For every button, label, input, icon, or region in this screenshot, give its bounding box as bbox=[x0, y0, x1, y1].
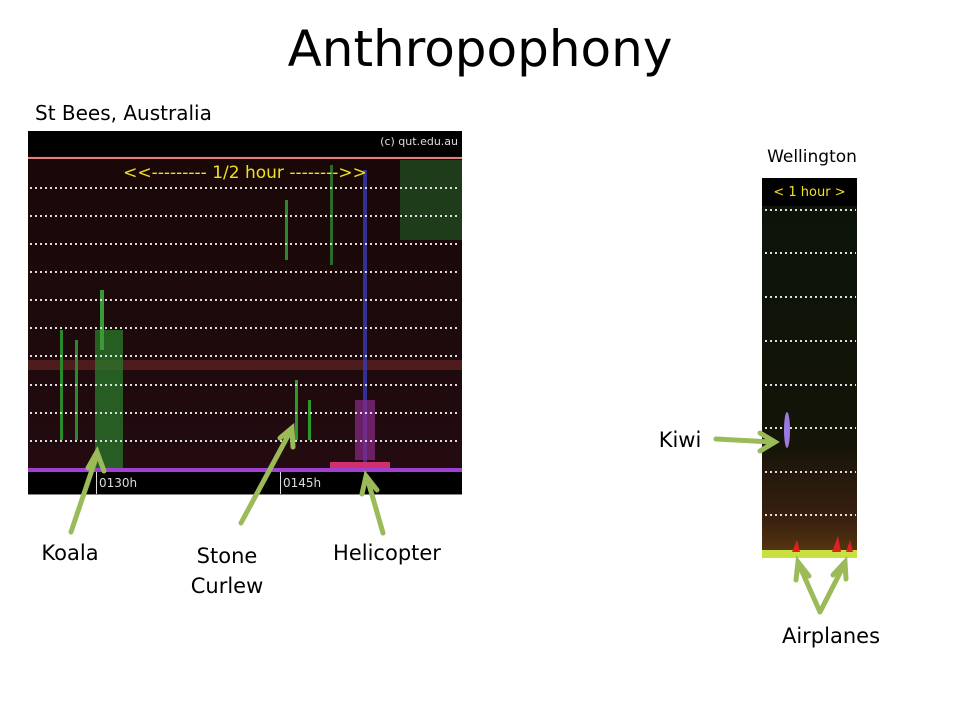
annotation: Koala bbox=[41, 541, 99, 565]
right-caption: Wellington bbox=[767, 147, 857, 167]
slide-title: Anthropophony bbox=[287, 20, 673, 78]
arrows bbox=[68, 422, 849, 615]
left-spectrogram bbox=[28, 131, 462, 495]
left-caption: St Bees, Australia bbox=[35, 101, 212, 125]
annotation: Stone Curlew bbox=[190, 544, 264, 598]
annotation: Helicopter bbox=[333, 541, 441, 565]
annotation: Kiwi bbox=[658, 428, 702, 452]
right-scale-label: < 1 hour > bbox=[773, 185, 846, 200]
time-label: 0130h bbox=[99, 476, 138, 490]
right-spectrogram bbox=[762, 178, 857, 558]
time-label: 0145h bbox=[283, 476, 322, 490]
left-scale-label: <<--------- 1/2 hour -------->> bbox=[123, 163, 367, 183]
annotation: Airplanes bbox=[781, 624, 881, 648]
copyright: (c) qut.edu.au bbox=[380, 135, 458, 148]
